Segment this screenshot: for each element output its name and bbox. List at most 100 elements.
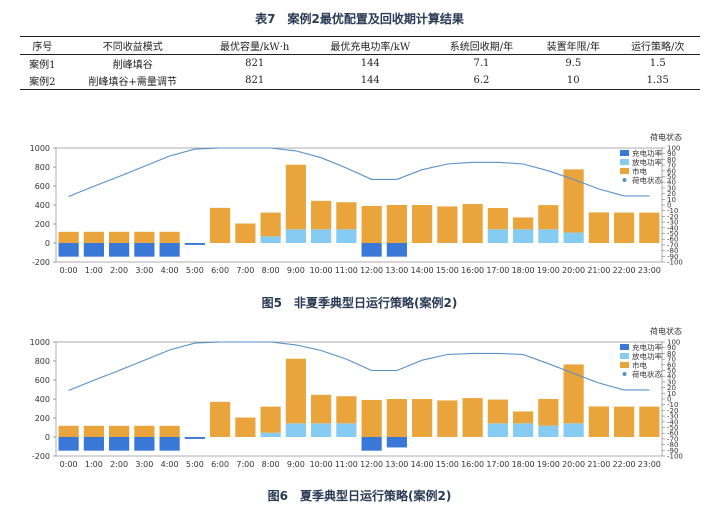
y2-tick-label: 10 (667, 196, 676, 204)
y-tick-label: 600 (35, 376, 50, 385)
bar-grid (336, 396, 357, 424)
bar-charge (134, 243, 155, 257)
bar-discharge (285, 423, 306, 437)
bar-discharge (311, 423, 332, 437)
table-title: 表7 案例2最优配置及回收期计算结果 (255, 12, 464, 26)
legend-label: 充电功率 (632, 148, 662, 158)
bar-discharge (487, 229, 508, 243)
bar-grid (109, 231, 130, 243)
y2-tick-label: 0 (667, 396, 671, 404)
legend-swatch (620, 159, 629, 165)
x-tick-label: 6:00 (211, 460, 229, 469)
bar-grid (210, 207, 231, 243)
bar-grid (412, 399, 433, 437)
table-row: 案例1 削峰填谷 821 144 7.1 9.5 1.5 (20, 55, 700, 73)
bar-grid (109, 425, 130, 437)
x-tick-label: 6:00 (211, 266, 229, 275)
bar-grid (134, 231, 155, 243)
bar-grid (83, 425, 104, 437)
legend-swatch (622, 178, 627, 182)
bar-grid (159, 231, 180, 243)
y2-tick-label: 20 (667, 190, 676, 198)
legend-label: 荷电状态 (632, 175, 662, 185)
y2-tick-label: 30 (667, 378, 676, 386)
bar-grid (513, 411, 534, 424)
x-tick-label: 14:00 (411, 460, 434, 469)
bar-discharge (513, 423, 534, 437)
x-tick-label: 3:00 (135, 266, 153, 275)
bar-charge (83, 243, 104, 257)
x-tick-label: 1:00 (85, 266, 103, 275)
x-tick-label: 0:00 (60, 460, 78, 469)
y2-tick-label: 0 (667, 202, 671, 210)
y2-tick-label: 40 (667, 373, 676, 381)
y2-tick-label: -50 (667, 230, 678, 238)
table-cell: 案例2 (20, 72, 65, 90)
soc-line (68, 147, 650, 198)
table-header-cell: 装置年限/年 (531, 36, 616, 55)
legend-swatch (620, 353, 629, 359)
table-cell: 案例1 (29, 60, 56, 71)
bar-grid (386, 205, 407, 243)
bar-charge (134, 437, 155, 451)
figure-6-caption: 图6 夏季典型日运行策略(案例2) (267, 489, 452, 503)
table-cell: 6.2 (431, 72, 532, 90)
y-tick-label: 1000 (30, 144, 50, 153)
table-cell: 10 (531, 72, 616, 90)
y2-tick-label: -90 (667, 447, 678, 455)
bar-grid (538, 205, 559, 230)
table-header-cell: 最优充电功率/kW (308, 36, 432, 55)
bar-grid (285, 358, 306, 424)
x-tick-label: 12:00 (360, 266, 383, 275)
x-tick-label: 23:00 (638, 266, 661, 275)
x-tick-label: 4:00 (161, 460, 179, 469)
bar-grid (462, 204, 483, 243)
table-header-cell: 序号 (20, 36, 65, 55)
x-tick-label: 9:00 (287, 266, 305, 275)
x-tick-label: 9:00 (287, 460, 305, 469)
x-tick-label: 23:00 (638, 460, 661, 469)
bar-grid (134, 425, 155, 437)
legend-label: 充电功率 (632, 342, 662, 352)
y2-tick-label: -70 (667, 435, 678, 443)
legend-label: 放电功率 (632, 351, 662, 361)
x-tick-label: 15:00 (436, 460, 459, 469)
legend-swatch (620, 150, 629, 156)
bar-grid (361, 205, 382, 243)
y2-tick-label: -80 (667, 441, 678, 449)
y2-tick-label: -20 (667, 213, 678, 221)
legend-swatch (620, 344, 629, 350)
x-tick-label: 19:00 (537, 460, 560, 469)
x-tick-label: 20:00 (562, 460, 585, 469)
table-header-cell: 最优容量/kW·h (200, 36, 309, 55)
y-tick-label: 800 (35, 357, 50, 366)
x-tick-label: 18:00 (512, 460, 535, 469)
bar-discharge (311, 229, 332, 243)
table-row: 案例2 削峰填谷+需量调节 821 144 6.2 10 1.35 (20, 72, 700, 90)
y-tick-label: 800 (35, 163, 50, 172)
y2-tick-label: -50 (667, 424, 678, 432)
x-tick-label: 17:00 (486, 266, 509, 275)
table-cell: 9.5 (565, 58, 582, 69)
chart-non-summer: -20002004006008001000-100-90-80-70-60-50… (30, 132, 683, 275)
bar-grid (437, 400, 458, 437)
x-tick-label: 14:00 (411, 266, 434, 275)
bar-charge (361, 437, 382, 451)
bar-discharge (260, 236, 281, 243)
x-tick-label: 5:00 (186, 460, 204, 469)
bar-discharge (513, 229, 534, 243)
x-tick-label: 4:00 (161, 266, 179, 275)
y-tick-label: 0 (45, 433, 50, 442)
y2-tick-label: -10 (667, 401, 678, 409)
bar-charge (83, 437, 104, 451)
soc-line (68, 341, 650, 392)
bar-discharge (538, 229, 559, 243)
legend-swatch (622, 372, 627, 376)
table-cell: 1.35 (615, 72, 700, 90)
bar-grid (588, 212, 609, 243)
bar-grid (563, 169, 584, 233)
table-cell: 144 (360, 58, 380, 69)
bar-charge (386, 243, 407, 257)
y2-tick-label: 70 (667, 162, 676, 170)
bar-charge (58, 243, 79, 257)
